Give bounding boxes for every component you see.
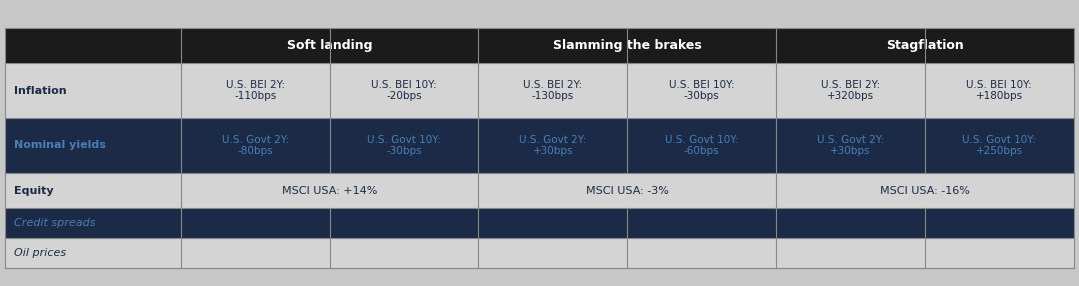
Text: MSCI USA: +14%: MSCI USA: +14%	[282, 186, 378, 196]
Text: U.S. Govt 2Y:
-80bps: U.S. Govt 2Y: -80bps	[221, 135, 289, 156]
Text: U.S. Govt 2Y:
+30bps: U.S. Govt 2Y: +30bps	[519, 135, 587, 156]
Bar	[5, 28, 1074, 63]
Text: U.S. BEI 10Y:
-30bps: U.S. BEI 10Y: -30bps	[669, 80, 735, 101]
Text: Nominal yields: Nominal yields	[14, 140, 106, 150]
Text: Credit spreads: Credit spreads	[14, 218, 96, 228]
Text: MSCI USA: -16%: MSCI USA: -16%	[879, 186, 970, 196]
Text: U.S. BEI 10Y:
+180bps: U.S. BEI 10Y: +180bps	[967, 80, 1032, 101]
Text: U.S. BEI 10Y:
-20bps: U.S. BEI 10Y: -20bps	[371, 80, 437, 101]
Text: U.S. BEI 2Y:
-130bps: U.S. BEI 2Y: -130bps	[523, 80, 583, 101]
Bar	[5, 208, 1074, 238]
Bar	[5, 118, 1074, 173]
Text: U.S. BEI 2Y:
-110bps: U.S. BEI 2Y: -110bps	[226, 80, 285, 101]
Bar	[5, 63, 1074, 118]
Text: Equity: Equity	[14, 186, 54, 196]
Text: U.S. BEI 2Y:
+320bps: U.S. BEI 2Y: +320bps	[821, 80, 880, 101]
Text: Stagflation: Stagflation	[886, 39, 964, 52]
Bar	[5, 238, 1074, 268]
Text: Soft landing: Soft landing	[287, 39, 372, 52]
Text: U.S. Govt 10Y:
-60bps: U.S. Govt 10Y: -60bps	[665, 135, 738, 156]
Bar	[5, 173, 1074, 208]
Text: U.S. Govt 10Y:
-30bps: U.S. Govt 10Y: -30bps	[367, 135, 441, 156]
Text: MSCI USA: -3%: MSCI USA: -3%	[586, 186, 669, 196]
Text: U.S. Govt 2Y:
+30bps: U.S. Govt 2Y: +30bps	[817, 135, 884, 156]
Text: Inflation: Inflation	[14, 86, 67, 96]
Text: Oil prices: Oil prices	[14, 248, 66, 258]
Text: Slamming the brakes: Slamming the brakes	[552, 39, 701, 52]
Text: U.S. Govt 10Y:
+250bps: U.S. Govt 10Y: +250bps	[962, 135, 1036, 156]
